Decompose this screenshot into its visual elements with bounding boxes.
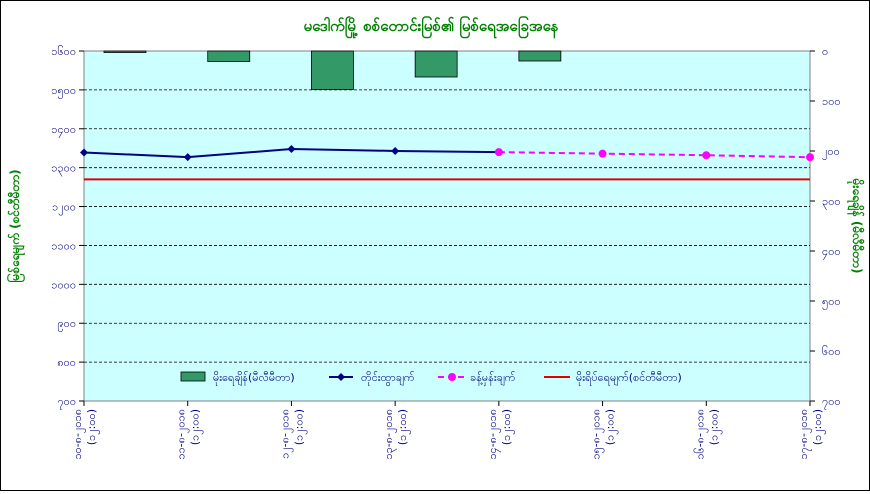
x-tick-label-group: ၁၆-၈-၂၀၁၈ (၁၂:၀၀) (693, 409, 722, 460)
x-axis-ticks: ၁၀-၈-၂၀၁၈ (၁၂:၀၀) ၁၁-၈-၂၀၁၈ (၁၂:၀၀) ၁၂-၈-၂၀၁… (71, 401, 826, 460)
x-tick-label-group: ၁၄-၈-၂၀၁၈ (၁၂:၀၀) (486, 409, 515, 460)
x-tick-label: ၁၀-၈-၂၀၁၈ (71, 409, 86, 460)
right-tick-label: ၆၀၀ (822, 345, 841, 358)
forecast-point (806, 153, 814, 162)
x-tick-label-time: (၁၂:၀၀) (292, 409, 307, 445)
right-tick-label: ၇၀၀ (822, 395, 841, 410)
observed-point (391, 146, 400, 155)
x-tick-label: ၁၄-၈-၂၀၁၈ (486, 409, 501, 460)
right-axis-label: မိုးရေချိန် (မီလီမီတာ) (846, 178, 866, 274)
x-tick-label-group: ၁၂-၈-၂၀၁၈ (၁၂:၀၀) (278, 409, 307, 459)
right-tick-label: ၀ (822, 45, 828, 58)
x-tick-label-time: (၁၂:၀၀) (604, 409, 619, 445)
observed-point (183, 153, 192, 162)
right-tick-label: ၃၀၀ (822, 195, 841, 210)
x-tick-label-group: ၁၃-၈-၂၀၁၈ (၁၂:၀၀) (382, 409, 411, 460)
legend-marker-observed (337, 373, 345, 381)
x-tick-label-group: ၁၁-၈-၂၀၁၈ (၁၂:၀၀) (175, 409, 204, 460)
observed-point (80, 148, 88, 157)
rainfall-bar (518, 50, 562, 62)
x-tick-label: ၁၂-၈-၂၀၁၈ (278, 409, 293, 459)
left-tick-label: ၈၀၀ (57, 356, 76, 369)
x-tick-label-time: (၁၂:၀၀) (85, 409, 100, 445)
legend-label: ခန့်မှန်းချက် (470, 371, 516, 386)
legend-marker-forecast (448, 373, 456, 381)
x-tick-label-group: ၁၇-၈-၂၀၁၈ (၁၂:၀၀) (797, 409, 826, 460)
observed-point (287, 145, 296, 153)
left-tick-label: ၁၂၀၀ (52, 201, 76, 216)
rainfall-bar (311, 50, 354, 90)
legend-swatch-rainfall (180, 371, 206, 382)
gridlines (84, 89, 810, 363)
right-tick-label: ၅၀၀ (822, 295, 841, 310)
legend: မိုးရေချိန်(မီလီမီတာ) တိုင်းထွာချက် ခန့်မှ… (180, 371, 682, 386)
x-tick-label-group: ၁၀-၈-၂၀၁၈ (၁၂:၀၀) (71, 409, 100, 460)
x-tick-label: ၁၁-၈-၂၀၁၈ (175, 409, 190, 460)
x-tick-label-time: (၁၂:၀၀) (707, 409, 722, 445)
x-tick-label: ၁၅-၈-၂၀၁၈ (590, 409, 605, 460)
forecast-point (702, 151, 711, 160)
series-lines (80, 145, 814, 181)
chart-title: မဒေါက်မြို့ စစ်တောင်းမြစ်၏ မြစ်ရေအခြေအနေ (304, 15, 559, 39)
left-axis-label: မြစ်ရေမျက် (စင်တီမီတာ) (5, 169, 26, 282)
right-tick-label: ၁၀၀ (822, 95, 841, 108)
left-tick-label: ၁၆၀၀ (51, 45, 76, 58)
left-tick-label: ၁၃၀၀ (51, 162, 76, 177)
legend-label: မိုးရေချိန်(မီလီမီတာ) (213, 371, 295, 386)
rainfall-bar (207, 50, 251, 62)
rainfall-bars (103, 50, 562, 90)
left-tick-label: ၉၀၀ (57, 317, 76, 332)
left-tick-label: ၇၀၀ (57, 395, 76, 410)
x-tick-label-time: (၁၂:၀၀) (189, 409, 204, 445)
plot-area (83, 50, 811, 402)
forecast-line (498, 151, 811, 159)
x-tick-label-group: ၁၅-၈-၂၀၁၈ (၁၂:၀၀) (590, 409, 619, 460)
right-tick-label: ၂၀၀ (822, 145, 840, 160)
left-tick-label: ၁၄၀၀ (51, 123, 76, 138)
right-tick-label: ၄၀၀ (822, 245, 841, 260)
left-axis-ticks: ၇၀၀ ၈၀၀ ၉၀၀ ၁၀၀၀ ၁၁၀၀ ၁၂၀၀ ၁၃၀၀ ၁၄၀၀ ၁၅၀၀ ၁၆၀၀ (51, 45, 84, 410)
forecast-point (598, 149, 607, 158)
left-tick-label: ၁၀၀၀ (51, 278, 76, 291)
x-tick-label: ၁၃-၈-၂၀၁၈ (382, 409, 397, 460)
x-tick-label: ၁၆-၈-၂၀၁၈ (693, 409, 708, 460)
legend-label: တိုင်းထွာချက် (361, 371, 415, 386)
rainfall-bar (414, 50, 458, 78)
legend-label: မိုးရိပ်ရေမျက်(စင်တီမီတာ) (576, 371, 682, 386)
rainfall-bar (103, 50, 147, 53)
forecast-point (494, 148, 503, 157)
x-tick-label-time: (၁၂:၀၀) (811, 409, 826, 445)
left-tick-label: ၁၅၀၀ (51, 84, 76, 99)
x-tick-label: ၁၇-၈-၂၀၁၈ (797, 409, 812, 460)
x-tick-label-time: (၁၂:၀၀) (500, 409, 515, 445)
left-tick-label: ၁၁၀၀ (51, 239, 76, 252)
x-tick-label-time: (၁၂:၀၀) (396, 409, 411, 445)
